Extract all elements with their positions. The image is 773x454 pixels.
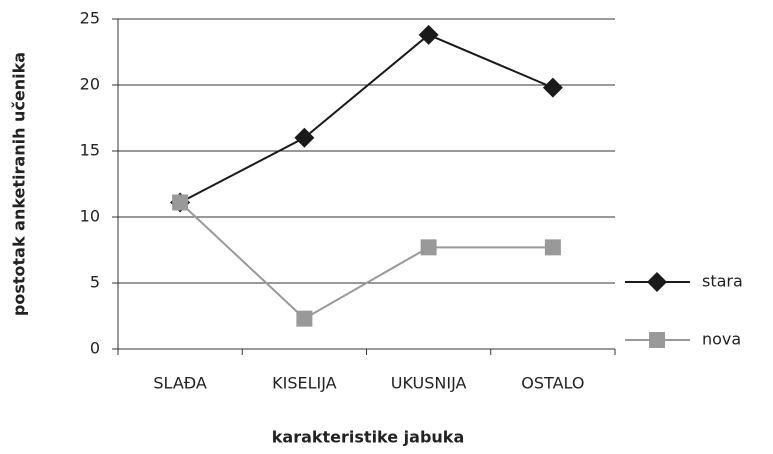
marker — [649, 332, 665, 348]
x-tick-label: OSTALO — [521, 374, 584, 393]
marker — [647, 272, 667, 292]
marker — [542, 77, 563, 98]
y-tick-label: 20 — [80, 75, 100, 94]
y-tick-label: 25 — [80, 9, 100, 28]
x-tick-label: KISELIJA — [272, 374, 337, 393]
marker — [172, 194, 189, 211]
y-tick-label: 5 — [90, 273, 100, 292]
series-line — [179, 33, 554, 204]
x-tick-label: UKUSNIJA — [391, 374, 467, 393]
y-tick-label: 0 — [90, 339, 100, 358]
legend-label: stara — [702, 272, 743, 291]
y-axis-title: postotak anketiranih učenika — [10, 52, 29, 316]
marker — [418, 24, 439, 45]
marker — [544, 239, 561, 256]
y-tick-label: 10 — [80, 207, 100, 226]
marker — [294, 127, 315, 148]
y-tick-label: 15 — [80, 141, 100, 160]
marker — [296, 310, 313, 327]
legend-label: nova — [702, 330, 741, 349]
series-line — [179, 201, 553, 320]
x-axis-title: karakteristike jabuka — [272, 428, 465, 447]
marker — [420, 239, 437, 256]
x-tick-label: SLAĐA — [153, 374, 207, 393]
